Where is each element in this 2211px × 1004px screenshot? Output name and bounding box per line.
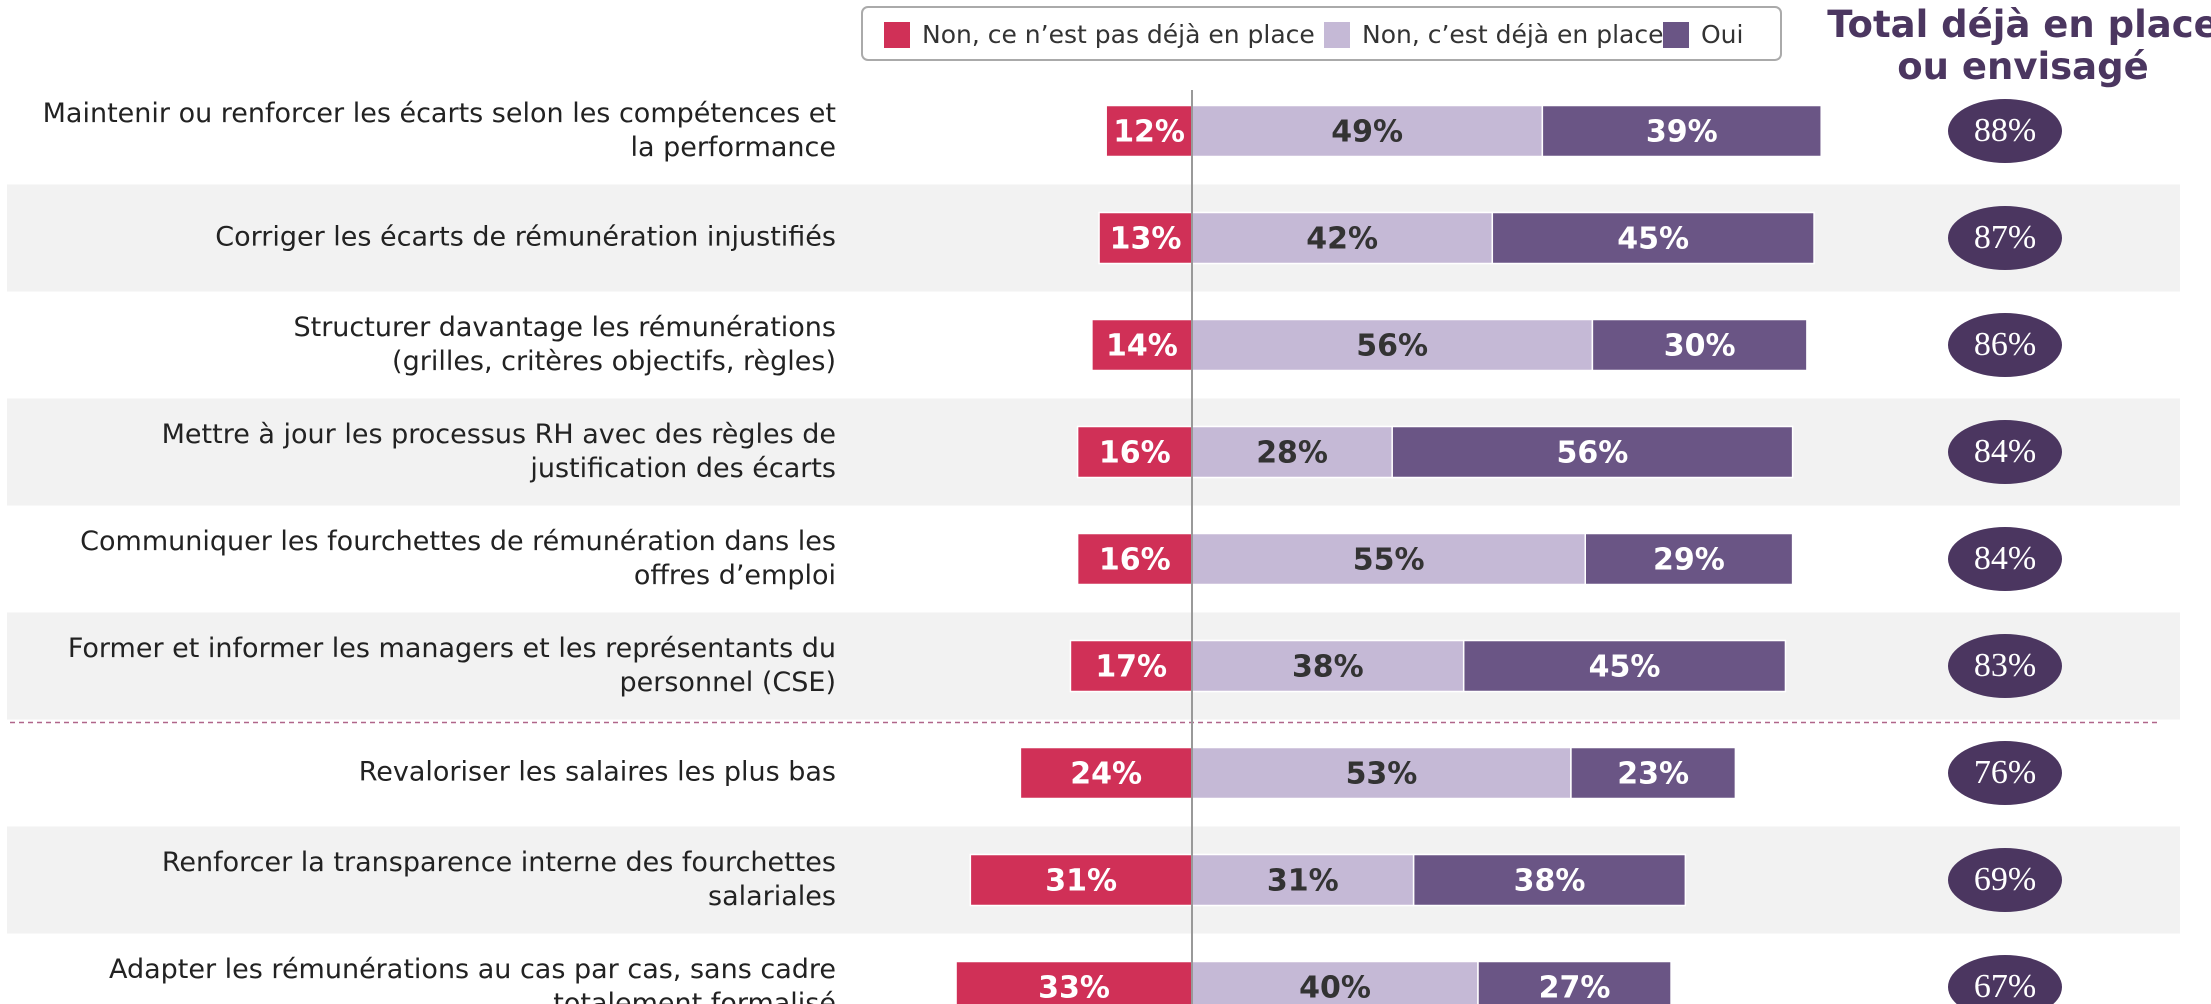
value-label: 31%: [1045, 864, 1117, 899]
value-label: 16%: [1099, 543, 1171, 578]
value-label: 45%: [1617, 222, 1689, 257]
bar-segment: [1191, 639, 1465, 693]
value-label: 33%: [1038, 971, 1110, 1004]
value-label: 38%: [1514, 864, 1586, 899]
value-label: 27%: [1539, 971, 1611, 1004]
total-label: 84%: [1974, 433, 2036, 470]
bar-segment: [1591, 318, 1808, 372]
bar-segment: [1477, 960, 1672, 1004]
total-label: 86%: [1974, 326, 2036, 363]
category-label: Renforcer la transparence interne des fo…: [162, 847, 836, 912]
category-label: Former et informer les managers et les r…: [68, 633, 836, 698]
legend-swatch: [1663, 22, 1689, 48]
category-label: Structurer davantage les rémunérations (g…: [293, 312, 836, 377]
bar-segment: [1541, 104, 1822, 158]
total-badge: [1948, 634, 2062, 698]
value-label: 12%: [1113, 115, 1185, 150]
bar-segment: [1412, 853, 1687, 907]
bar-segment: [1098, 211, 1193, 265]
bar-segment: [1584, 532, 1794, 586]
total-badge: [1948, 99, 2062, 163]
row-background: [7, 184, 2180, 292]
value-label: 17%: [1095, 650, 1167, 685]
value-label: 29%: [1653, 543, 1725, 578]
legend-label: Non, ce n’est pas déjà en place: [922, 20, 1315, 49]
value-label: 13%: [1110, 222, 1182, 257]
value-label: 28%: [1256, 436, 1328, 471]
bar-segment: [969, 853, 1193, 907]
bar-segment: [1076, 532, 1193, 586]
value-label: 56%: [1556, 436, 1628, 471]
total-badge: [1948, 206, 2062, 270]
value-label: 39%: [1646, 115, 1718, 150]
total-label: 69%: [1974, 861, 2036, 898]
value-label: 23%: [1617, 757, 1689, 792]
bar-segment: [1191, 853, 1415, 907]
value-label: 40%: [1299, 971, 1371, 1004]
value-label: 24%: [1070, 757, 1142, 792]
value-label: 31%: [1267, 864, 1339, 899]
category-label: Mettre à jour les processus RH avec des …: [162, 419, 836, 484]
totals-title: Total déjà en place ou envisagé: [1827, 3, 2211, 88]
legend-label: Oui: [1701, 20, 1743, 49]
value-label: 55%: [1353, 543, 1425, 578]
total-label: 87%: [1974, 219, 2036, 256]
total-badge: [1948, 313, 2062, 377]
total-label: 76%: [1974, 754, 2036, 791]
legend-label: Non, c’est déjà en place: [1362, 20, 1663, 49]
bar-segment: [1191, 532, 1586, 586]
category-label: Maintenir ou renforcer les écarts selon …: [43, 98, 836, 163]
total-label: 84%: [1974, 540, 2036, 577]
category-label: Corriger les écarts de rémunération inju…: [215, 222, 836, 253]
value-label: 16%: [1099, 436, 1171, 471]
total-label: 67%: [1974, 968, 2036, 1004]
value-label: 49%: [1331, 115, 1403, 150]
legend-swatch: [884, 22, 910, 48]
value-label: 38%: [1292, 650, 1364, 685]
category-label: Revaloriser les salaires les plus bas: [359, 757, 836, 788]
total-label: 83%: [1974, 647, 2036, 684]
bar-segment: [1191, 318, 1594, 372]
bar-segment: [1462, 639, 1787, 693]
bar-segment: [1391, 425, 1794, 479]
value-label: 53%: [1346, 757, 1418, 792]
value-label: 14%: [1106, 329, 1178, 364]
value-label: 30%: [1664, 329, 1736, 364]
value-label: 56%: [1356, 329, 1428, 364]
legend-swatch: [1324, 22, 1350, 48]
total-badge: [1948, 955, 2062, 1004]
total-badge: [1948, 741, 2062, 805]
total-badge: [1948, 848, 2062, 912]
category-label: Communiquer les fourchettes de rémunérat…: [80, 526, 836, 591]
value-label: 42%: [1306, 222, 1378, 257]
total-label: 88%: [1974, 112, 2036, 149]
bar-segment: [1091, 318, 1193, 372]
total-badge: [1948, 420, 2062, 484]
bar-segment: [1191, 425, 1393, 479]
bar-segment: [1570, 746, 1737, 800]
total-badge: [1948, 527, 2062, 591]
legend-box: [861, 6, 1782, 61]
category-label: Adapter les rémunérations au cas par cas…: [109, 954, 836, 1004]
value-label: 45%: [1589, 650, 1661, 685]
bar-segment: [1076, 425, 1193, 479]
bar-segment: [1491, 211, 1815, 265]
bar-segment: [1105, 104, 1193, 158]
